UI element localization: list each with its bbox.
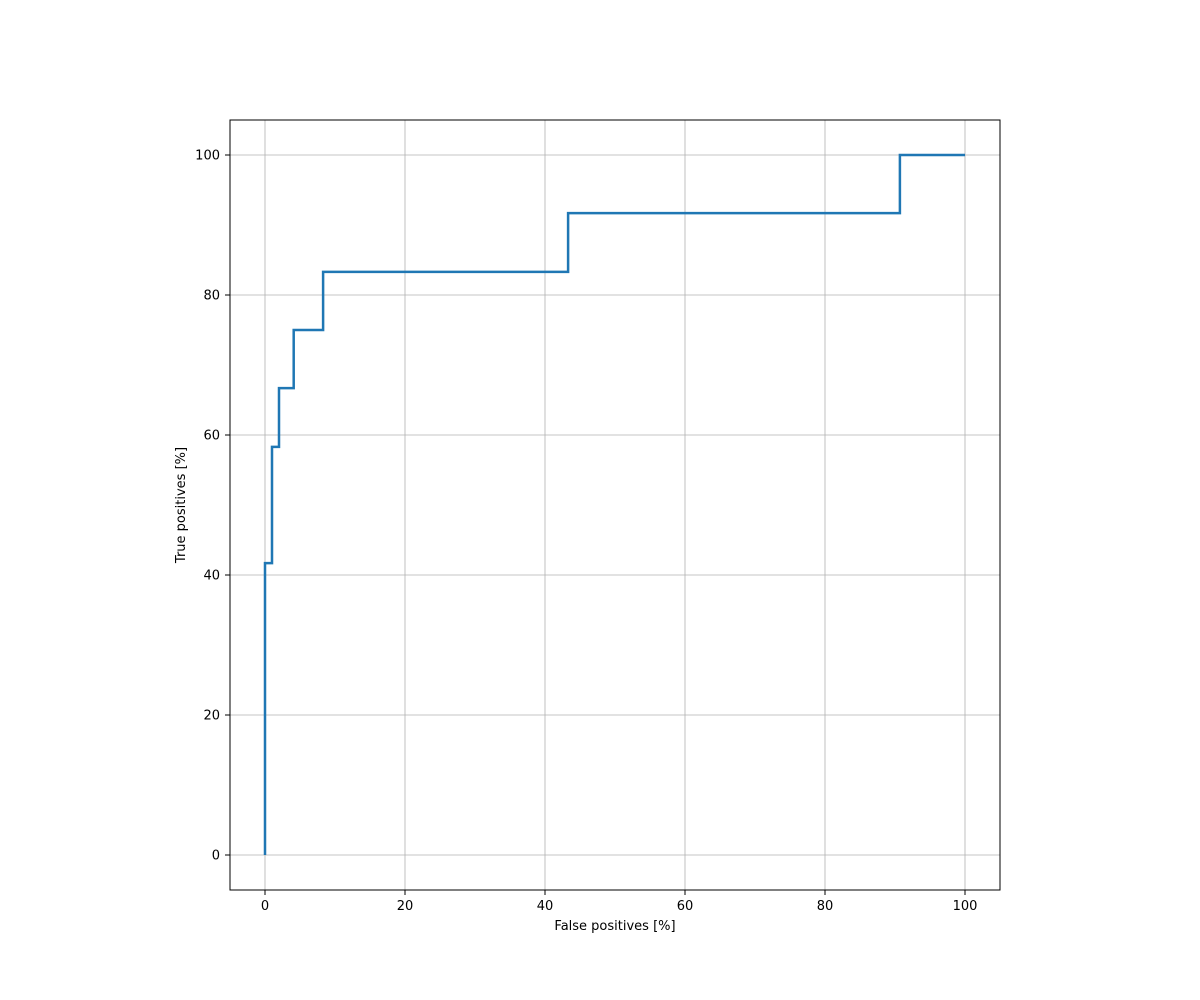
x-tick-label: 100 bbox=[953, 899, 978, 914]
y-tick-label: 20 bbox=[203, 709, 220, 724]
y-tick-label: 40 bbox=[203, 569, 220, 584]
y-tick-label: 0 bbox=[212, 849, 220, 864]
x-tick-label: 80 bbox=[817, 899, 834, 914]
grid bbox=[230, 120, 1000, 890]
y-tick-label: 100 bbox=[195, 149, 220, 164]
x-tick-label: 0 bbox=[261, 899, 269, 914]
y-axis-label: True positives [%] bbox=[174, 447, 189, 564]
y-axis-ticks: 0 20 40 60 80 100 bbox=[195, 149, 230, 864]
x-axis-ticks: 0 20 40 60 80 100 bbox=[261, 890, 978, 914]
y-tick-label: 80 bbox=[203, 289, 220, 304]
x-tick-label: 40 bbox=[537, 899, 554, 914]
series-layer bbox=[263, 153, 965, 855]
x-tick-label: 60 bbox=[677, 899, 694, 914]
y-tick-label: 60 bbox=[203, 429, 220, 444]
x-axis-label: False positives [%] bbox=[554, 919, 675, 934]
x-tick-label: 20 bbox=[397, 899, 414, 914]
roc-curve-line bbox=[263, 153, 965, 855]
plot-frame bbox=[229, 119, 1001, 891]
